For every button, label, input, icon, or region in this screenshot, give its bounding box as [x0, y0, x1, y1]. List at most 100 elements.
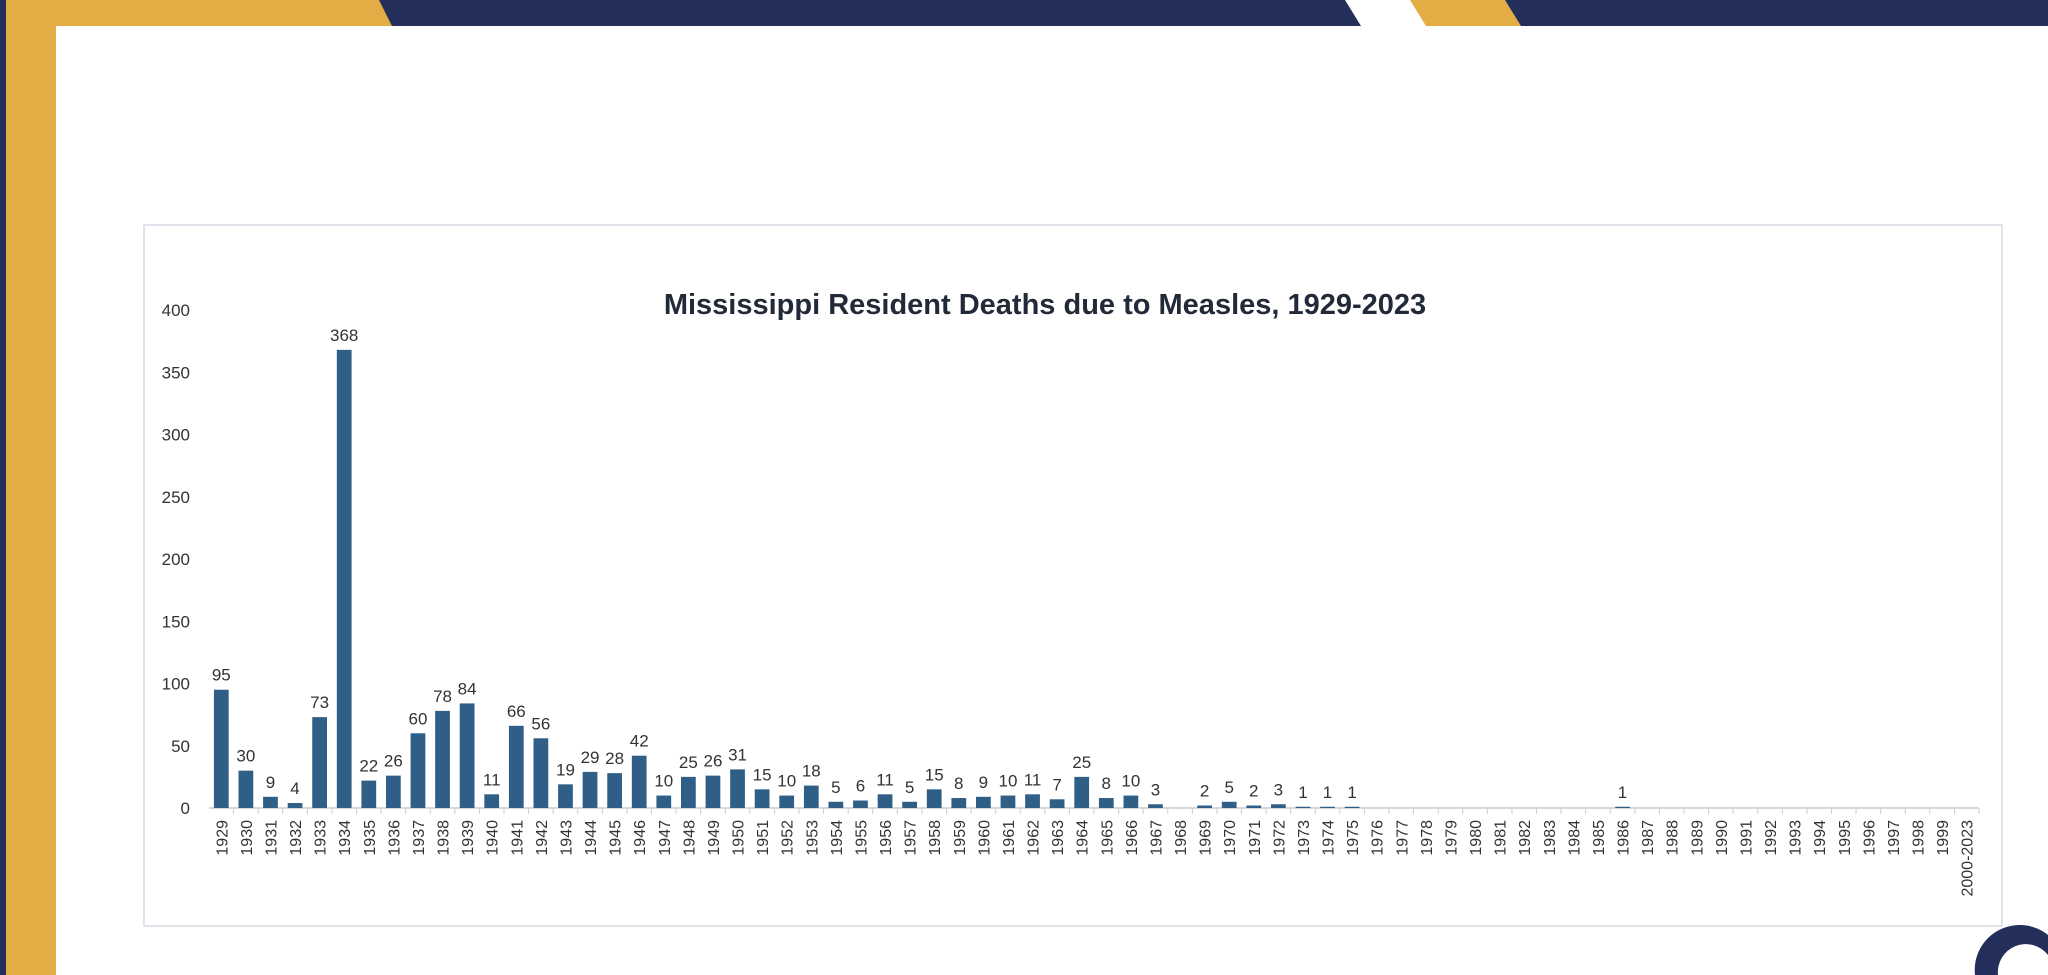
x-tick-label: 1999 [1935, 820, 1952, 856]
data-label: 9 [266, 773, 275, 792]
data-label: 84 [458, 679, 477, 698]
data-label: 8 [954, 774, 963, 793]
data-label: 2 [1200, 782, 1209, 801]
bar [1074, 776, 1090, 808]
y-tick-label: 150 [162, 612, 190, 631]
x-tick-label: 1934 [337, 820, 354, 856]
x-tick-label: 1944 [583, 820, 600, 856]
data-label: 95 [212, 666, 231, 685]
x-tick-label: 1966 [1124, 820, 1141, 856]
data-label: 8 [1102, 774, 1111, 793]
data-label: 22 [359, 757, 378, 776]
data-label: 11 [876, 770, 894, 789]
bar [1025, 794, 1040, 808]
data-label: 10 [777, 772, 796, 791]
x-tick-label: 1957 [903, 820, 920, 856]
x-tick-label: 1941 [509, 820, 526, 856]
x-tick-label: 1978 [1419, 820, 1436, 856]
x-tick-label: 1963 [1050, 820, 1067, 856]
bar [1123, 795, 1139, 808]
x-tick-label: 1986 [1616, 820, 1633, 856]
bar [828, 801, 844, 808]
bar [1320, 806, 1335, 808]
x-tick-label: 1965 [1099, 820, 1116, 856]
x-tick-label: 1948 [681, 820, 698, 856]
data-label: 3 [1151, 780, 1160, 799]
bar [902, 801, 917, 808]
bar [582, 771, 598, 808]
x-tick-label: 1971 [1247, 820, 1264, 856]
bar [607, 773, 622, 808]
data-label: 11 [1024, 770, 1042, 789]
x-tick-label: 1933 [313, 820, 330, 856]
chart-frame [143, 224, 2003, 927]
data-label: 60 [408, 709, 427, 728]
data-label: 18 [802, 762, 821, 781]
bar [656, 795, 672, 808]
bar [238, 770, 254, 808]
x-tick-label: 1947 [657, 820, 674, 856]
x-tick-label: 1977 [1394, 820, 1411, 856]
chart: Mississippi Resident Deaths due to Measl… [162, 289, 1980, 897]
data-label: 2 [1249, 782, 1258, 801]
data-label: 1 [1347, 783, 1356, 802]
left-edge [0, 0, 6, 975]
bar [853, 800, 868, 808]
x-tick-label: 1974 [1321, 820, 1338, 856]
x-tick-label: 1961 [1001, 820, 1018, 856]
x-tick-label: 1964 [1075, 820, 1092, 856]
bar [926, 789, 942, 808]
x-tick-label: 1982 [1517, 820, 1534, 856]
x-tick-label: 1946 [632, 820, 649, 856]
y-tick-label: 0 [181, 799, 190, 818]
y-tick-label: 200 [162, 550, 190, 569]
x-tick-label: 1985 [1591, 820, 1608, 856]
x-tick-label: 1936 [386, 820, 403, 856]
bar [779, 795, 795, 808]
x-tick-label: 1930 [239, 820, 256, 856]
data-label: 1 [1323, 783, 1332, 802]
x-tick-label: 1954 [829, 820, 846, 856]
x-tick-label: 1990 [1714, 820, 1731, 856]
x-tick-label: 1969 [1198, 820, 1215, 856]
bar [1098, 798, 1114, 808]
bar [631, 755, 647, 808]
x-tick-label: 1973 [1296, 820, 1313, 856]
x-tick-label: 1987 [1640, 820, 1657, 856]
bar [705, 775, 721, 808]
x-tick-label: 1945 [608, 820, 625, 856]
x-tick-label: 1998 [1911, 820, 1928, 856]
bar [1049, 799, 1065, 808]
bar [508, 725, 524, 808]
data-label: 26 [384, 752, 403, 771]
data-label: 66 [507, 702, 526, 721]
data-label: 7 [1052, 775, 1061, 794]
x-tick-label: 1994 [1812, 820, 1829, 856]
x-tick-label: 1958 [927, 820, 944, 856]
x-tick-label: 1992 [1763, 820, 1780, 856]
bar [1615, 806, 1630, 808]
bar [558, 784, 573, 808]
x-tick-label: 1956 [878, 820, 895, 856]
bar [1295, 806, 1311, 808]
data-label: 56 [531, 714, 550, 733]
bar [213, 689, 229, 808]
y-tick-label: 300 [162, 426, 190, 445]
x-tick-label: 1959 [952, 820, 969, 856]
bar [533, 738, 549, 808]
x-tick-label: 1983 [1542, 820, 1559, 856]
logo [1974, 925, 2048, 975]
x-tick-label: 1997 [1886, 820, 1903, 856]
data-label: 368 [330, 326, 358, 345]
data-label: 78 [433, 687, 452, 706]
bar [484, 794, 500, 808]
y-tick-label: 50 [171, 737, 190, 756]
x-tick-label: 1938 [436, 820, 453, 856]
bar [361, 780, 377, 808]
x-tick-label: 1991 [1738, 820, 1755, 856]
bar [1000, 795, 1016, 808]
x-tick-label: 1931 [263, 820, 280, 856]
x-tick-label: 1953 [804, 820, 821, 856]
x-tick-label: 1989 [1689, 820, 1706, 856]
